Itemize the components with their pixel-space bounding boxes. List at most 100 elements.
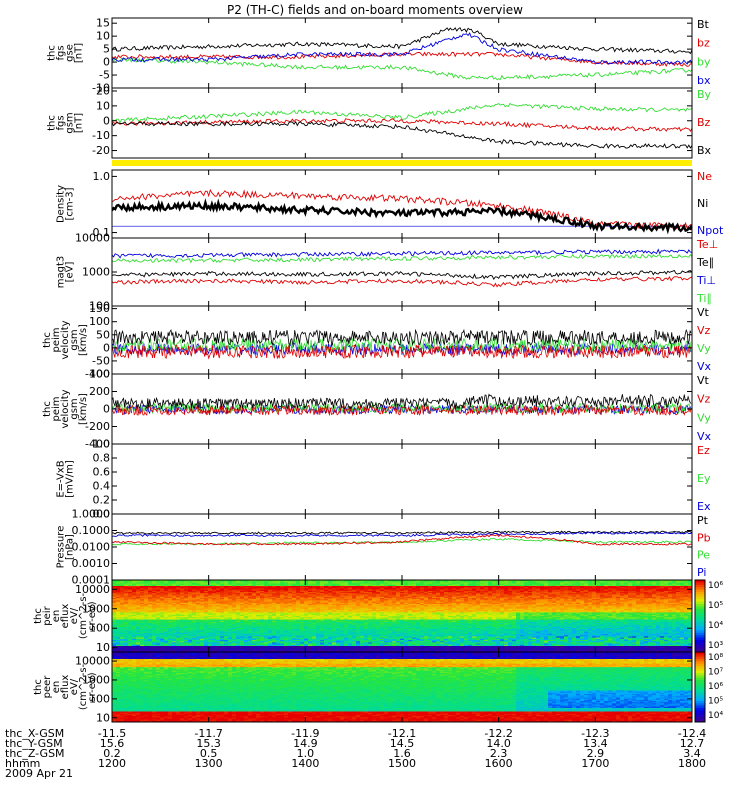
y-axis-label: fgs [56,115,67,130]
y-axis-label: eflux [60,604,71,629]
y-tick-label: 200 [89,385,110,398]
y-axis-label: velocity [60,389,71,428]
panel-density: 1.0 0.1 Density[cm-3] Ne Ni Npot [56,169,724,239]
y-axis-label: thc [33,608,44,624]
y-axis-label: (cm^2-s- [78,592,89,639]
series-Pi [112,531,692,538]
y-axis-label: [mV/m] [65,460,76,498]
series-bx [112,32,692,65]
y-axis-label: gsm [69,398,80,419]
y-axis-label: [km/s] [78,393,89,425]
series-Pb [112,533,692,546]
legend-bz: bz [697,37,710,50]
y-axis-label: fgs [56,45,67,60]
colorbar-label: 10⁴ [708,711,723,721]
footer-value: 0.2 [103,747,121,760]
panel-temperature: 10000 1000 100 magt3[eV] Te⊥ Te∥ Ti⊥ Ti∥ [56,232,719,313]
legend-Vz: Vz [697,324,711,337]
series-Vz [112,344,692,360]
legend-Npot: Npot [697,224,724,237]
colorbar-label: 10⁷ [708,668,723,678]
y-axis-label: [nPa] [65,534,76,560]
colorbar-label: 10⁶ [708,581,723,591]
footer-value: 1600 [485,757,513,770]
y-axis-label: Density [56,185,67,223]
y-axis-label: thc [42,401,53,417]
footer-value: -12.4 [678,727,706,740]
legend-By: By [697,88,712,101]
legend-Ni: Ni [697,197,708,210]
y-tick-label: 20 [96,84,110,97]
y-axis-label: thc [42,332,53,348]
footer-value: 1.0 [297,747,315,760]
colorbar-label: 10⁶ [708,682,723,692]
legend-Pb: Pb [697,531,711,544]
y-axis-label: gsm [65,112,76,133]
y-axis-label: velocity [60,320,71,359]
y-tick-label: 1.0000 [72,508,111,521]
date-label: 2009 Apr 21 [5,767,73,780]
y-axis-label: [eV] [65,262,76,283]
legend-Vt: Vt [697,374,710,387]
legend-Vx: Vx [697,360,712,373]
series-Bt [112,27,692,55]
y-axis-label: thc [47,115,58,131]
footer-value: 1400 [291,757,319,770]
y-tick-label: 1000 [82,266,110,279]
series-Te∥ [112,269,692,280]
colorbar-label: 10⁵ [708,601,723,611]
y-axis-label: [nT] [74,43,85,63]
colorbar: 10⁶ 10⁵ 10⁴ 10³ [694,579,723,653]
panel-frame [111,513,693,581]
y-tick-label: 0 [103,56,110,69]
spectrogram-image [112,580,692,652]
y-tick-label: -20 [92,144,110,157]
legend-Ex: Ex [697,500,711,513]
y-tick-label: 10000 [75,583,110,596]
footer-row-label: hhmm [5,757,40,770]
colorbar-label: 10³ [708,641,723,651]
series-by [112,57,692,81]
y-axis-label: magt3 [56,256,67,289]
footer-value: -12.3 [581,727,609,740]
series-Ti⊥ [112,248,692,259]
series-Ti∥ [112,253,692,264]
footer-value: 14.5 [390,737,415,750]
y-tick-label: 10 [96,711,110,724]
footer-value: 1800 [678,757,706,770]
series-By [112,102,692,124]
panel-frame [111,443,693,515]
y-tick-label: -10 [92,129,110,142]
legend-Ne: Ne [697,170,712,183]
legend-bx: bx [697,74,711,87]
colorbar-label: 10⁸ [708,653,723,663]
y-tick-label: -100 [85,368,110,381]
legend-Pi: Pi [697,566,706,579]
panel-peir-spectrogram: 10⁶ 10⁵ 10⁴ 10³ 10000 1000 100 10 thcpeireneflux… [33,579,723,654]
y-axis-label: (cm^2-s- [78,663,89,710]
y-tick-label: 1000 [82,602,110,615]
footer-row-label: thc_Y-GSM [5,737,63,750]
quality-flag-bar [112,160,692,166]
y-tick-label: 5 [103,43,110,56]
series-Vz [112,404,692,417]
y-tick-label: 0.8 [93,452,111,465]
footer-value: 15.3 [196,737,221,750]
y-tick-label: 10000 [75,232,110,245]
footer-value: 1500 [388,757,416,770]
legend-Bt: Bt [697,18,710,31]
y-tick-label: 100 [89,315,110,328]
panel-peer-spectrogram: 10⁸ 10⁷ 10⁶ 10⁵ 10⁴ 10000 1000 100 10 thcpeerenef… [33,651,723,724]
panel-frame [111,17,693,89]
y-tick-label: 0.1 [93,226,111,239]
legend-Bz: Bz [697,116,711,129]
legend-Vx: Vx [697,430,712,443]
footer-value: 1300 [195,757,223,770]
y-axis-label: eV/ [69,607,80,624]
y-axis-label: eflux [60,675,71,700]
panels: 151050-5-10thcfgsgse[nT]Btbzbybx20100-10… [33,17,724,725]
series-Bz [112,118,692,133]
